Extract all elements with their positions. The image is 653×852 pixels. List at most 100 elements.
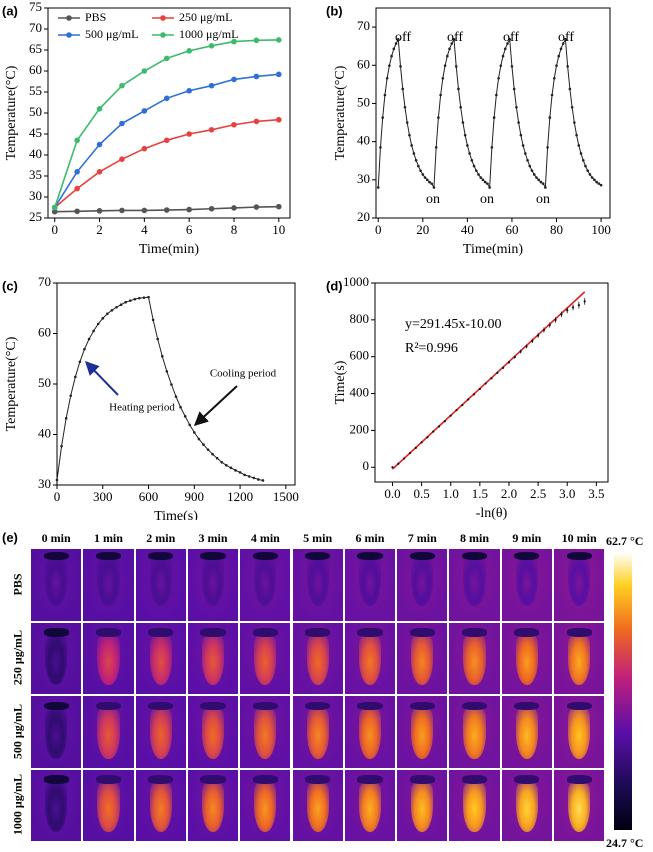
panel-label: (e) xyxy=(2,530,18,545)
data-point xyxy=(560,313,563,316)
data-point xyxy=(202,443,205,446)
y-tick-label: 35 xyxy=(29,167,42,182)
tube xyxy=(515,780,538,833)
y-tick-label: 75 xyxy=(29,0,42,14)
tube xyxy=(463,554,486,607)
data-point xyxy=(593,178,596,182)
column-label: 9 min xyxy=(512,531,542,545)
tube-cap xyxy=(252,701,278,711)
data-point xyxy=(490,377,493,380)
data-point xyxy=(568,87,572,91)
data-point xyxy=(124,300,127,304)
tube xyxy=(97,707,120,759)
data-point xyxy=(490,146,494,149)
data-point xyxy=(521,144,525,147)
data-point xyxy=(421,173,425,176)
tube-cap xyxy=(252,628,278,637)
data-point xyxy=(566,65,569,68)
data-point xyxy=(383,93,387,97)
thermal-image xyxy=(553,548,606,622)
charts: 0 2 4 6 8 10 25 30 35 40 45 50 55 60 65 70 75 (a) Time(min… xyxy=(2,0,611,520)
x-axis-label: Time(s) xyxy=(154,509,198,520)
panel-label: (b) xyxy=(326,3,343,18)
data-point xyxy=(186,48,192,54)
data-point xyxy=(492,116,496,119)
data-point xyxy=(455,409,458,412)
y-tick-label: 40 xyxy=(357,133,370,148)
y-tick-label: 25 xyxy=(29,209,42,224)
annotation: on xyxy=(480,192,494,207)
data-point xyxy=(170,383,173,386)
tube-cap xyxy=(409,775,435,784)
data-point xyxy=(128,299,132,302)
tube-cap xyxy=(95,701,121,711)
data-point xyxy=(92,329,95,333)
y-tick-label: 20 xyxy=(357,209,370,224)
column-label: 6 min xyxy=(355,531,385,545)
y-axis-label: Temperature(°C) xyxy=(4,65,19,160)
data-point xyxy=(74,375,77,379)
row-label: PBS xyxy=(10,573,25,596)
y-tick-label: 70 xyxy=(357,18,370,33)
data-point xyxy=(275,71,282,78)
data-point xyxy=(552,76,556,80)
thermal-image xyxy=(30,695,83,769)
tube xyxy=(463,780,486,833)
data-point xyxy=(507,361,511,364)
data-point xyxy=(515,105,518,109)
data-point xyxy=(69,394,73,397)
thermal-image xyxy=(396,621,449,695)
data-point xyxy=(156,337,159,341)
data-point xyxy=(457,87,460,91)
column-label: 5 min xyxy=(303,531,333,545)
thermal-image xyxy=(186,695,240,769)
data-point xyxy=(548,116,552,119)
data-point xyxy=(434,146,438,149)
y-tick-label: 65 xyxy=(29,41,42,56)
thermal-image xyxy=(30,621,83,695)
legend-label: PBS xyxy=(85,10,106,24)
tube xyxy=(201,780,225,833)
data-point xyxy=(141,145,148,152)
data-point xyxy=(96,322,100,326)
data-point xyxy=(446,54,449,58)
tube xyxy=(201,554,225,607)
tube xyxy=(254,780,277,833)
data-point xyxy=(559,47,563,51)
data-point xyxy=(96,141,103,148)
data-point xyxy=(141,108,148,114)
thermal-image xyxy=(448,695,501,769)
data-point xyxy=(392,47,396,51)
tube-cap xyxy=(43,551,69,561)
data-point xyxy=(252,476,256,480)
thermal-image xyxy=(291,548,344,622)
y-tick-label: 800 xyxy=(350,311,370,326)
y-tick-label: 50 xyxy=(29,104,42,119)
y-tick-label: 1000 xyxy=(343,274,369,289)
thermal-image xyxy=(448,768,501,842)
data-point xyxy=(499,64,503,67)
tube-cap xyxy=(514,628,540,637)
data-point xyxy=(479,176,483,179)
tube xyxy=(149,707,172,759)
data-point xyxy=(597,182,601,185)
data-point xyxy=(548,323,551,327)
x-tick-label: 2.5 xyxy=(530,486,546,501)
data-point xyxy=(461,121,465,124)
data-point xyxy=(208,205,215,212)
data-point xyxy=(197,437,201,441)
data-point xyxy=(575,133,578,137)
data-point xyxy=(570,105,574,109)
data-point xyxy=(408,451,412,455)
legend-marker xyxy=(66,32,72,38)
legend-label: 500 μg/mL xyxy=(85,27,138,41)
thermal-image xyxy=(239,695,292,769)
thermal-image xyxy=(500,621,553,695)
tube xyxy=(149,554,172,607)
tube xyxy=(568,554,591,607)
column-label: 8 min xyxy=(460,531,490,545)
data-point xyxy=(399,65,402,68)
annotation: off xyxy=(447,30,463,45)
data-point xyxy=(525,345,528,348)
column-label: 7 min xyxy=(407,531,437,545)
